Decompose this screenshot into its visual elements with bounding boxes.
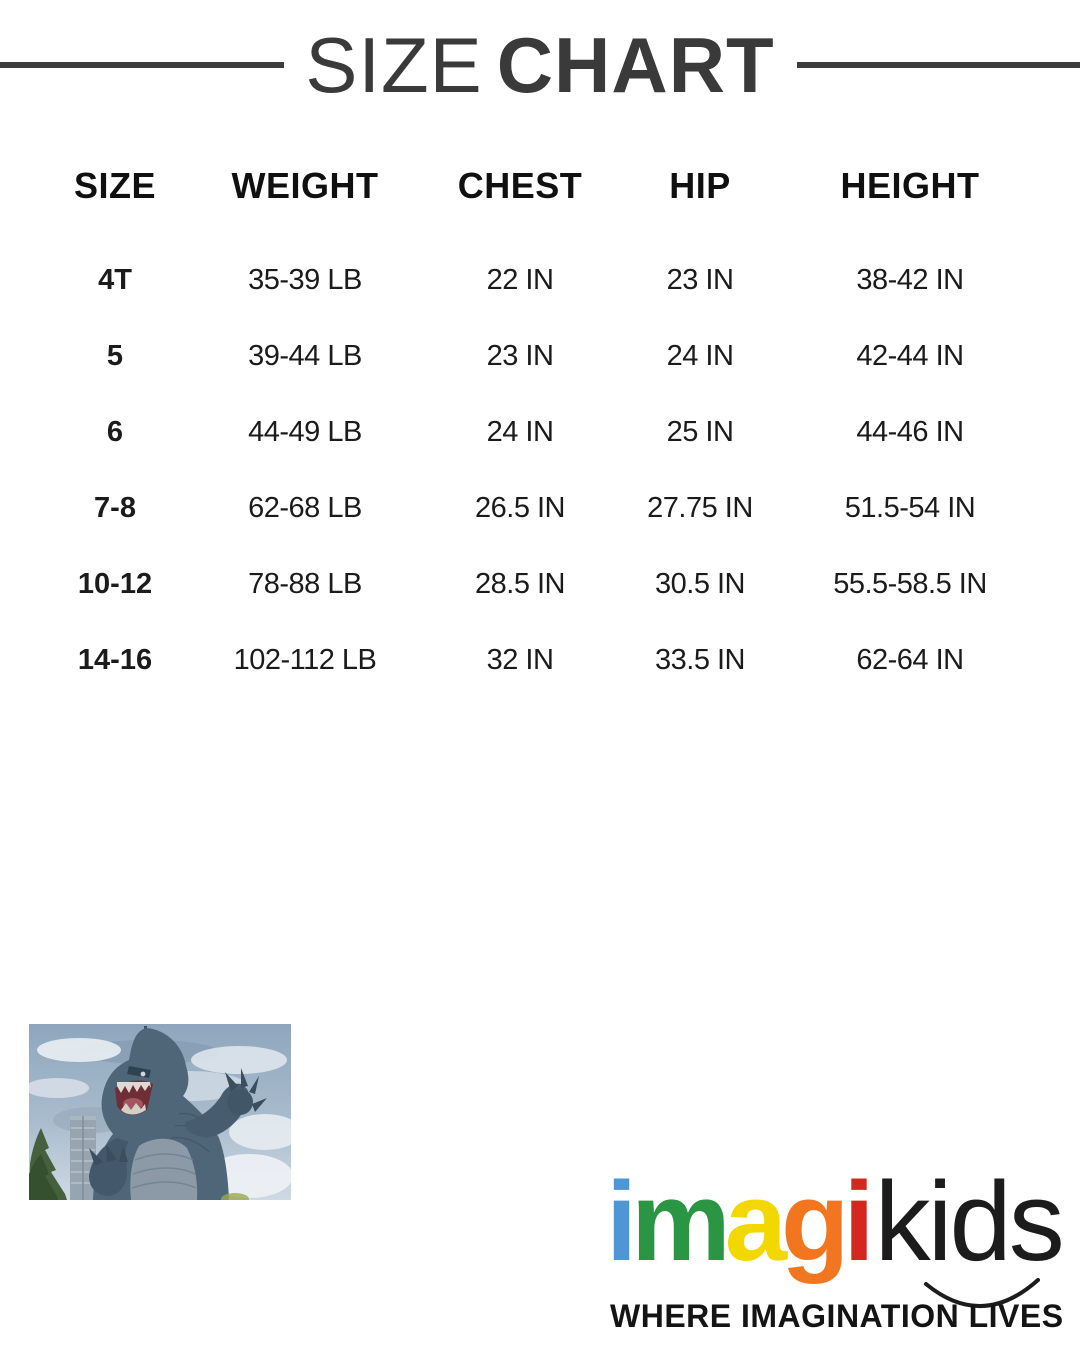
cell-height: 62-64 IN xyxy=(856,643,964,676)
cell-weight: 39-44 LB xyxy=(248,339,362,372)
table-body: 4T 35-39 LB 22 IN 23 IN 38-42 IN 5 39-44… xyxy=(40,242,1040,698)
column-header-weight: WEIGHT xyxy=(231,165,379,206)
cell-height: 42-44 IN xyxy=(856,339,964,372)
cell-height: 38-42 IN xyxy=(856,263,964,296)
cell-hip: 23 IN xyxy=(666,263,734,296)
cell-chest: 22 IN xyxy=(486,263,554,296)
table-row: 6 44-49 LB 24 IN 25 IN 44-46 IN xyxy=(40,394,1040,470)
cell-size: 6 xyxy=(106,415,124,448)
godzilla-statue-photo xyxy=(29,1024,291,1200)
cell-hip: 24 IN xyxy=(666,339,734,372)
brand-tagline: WHERE IMAGINATION LIVES xyxy=(610,1298,1064,1334)
page-title: SIZE CHART xyxy=(0,26,1080,104)
cell-chest: 24 IN xyxy=(486,415,554,448)
title-word-chart: CHART xyxy=(496,21,775,109)
logo-letter-i1: i xyxy=(606,1159,637,1284)
cell-height: 55.5-58.5 IN xyxy=(833,567,987,600)
column-header-height: HEIGHT xyxy=(840,165,980,206)
cell-chest: 32 IN xyxy=(486,643,554,676)
cell-weight: 102-112 LB xyxy=(233,643,377,676)
logo-letter-m: m xyxy=(631,1159,731,1284)
cell-hip: 30.5 IN xyxy=(655,567,746,600)
cell-size: 7-8 xyxy=(94,491,136,524)
cell-size: 10-12 xyxy=(77,567,153,600)
title-word-size: SIZE xyxy=(305,21,483,109)
brand-logo: imagikids WHERE IMAGINATION LIVES xyxy=(598,1166,1078,1350)
cell-chest: 26.5 IN xyxy=(475,491,566,524)
cell-chest: 23 IN xyxy=(486,339,554,372)
cell-size: 5 xyxy=(106,339,124,372)
smile-icon xyxy=(924,1278,1040,1308)
logo-letter-i2: i xyxy=(843,1159,874,1284)
logo-suffix-kids: kids xyxy=(874,1159,1065,1284)
title-rule-left xyxy=(0,62,284,68)
cell-weight: 35-39 LB xyxy=(248,263,362,296)
table-header-row: SIZE WEIGHT CHEST HIP HEIGHT xyxy=(40,160,1040,212)
cell-weight: 62-68 LB xyxy=(248,491,362,524)
cell-height: 44-46 IN xyxy=(856,415,964,448)
table-row: 7-8 62-68 LB 26.5 IN 27.75 IN 51.5-54 IN xyxy=(40,470,1040,546)
column-header-hip: HIP xyxy=(669,165,731,206)
cell-hip: 25 IN xyxy=(666,415,734,448)
cell-size: 14-16 xyxy=(77,643,153,676)
logo-letter-g: g xyxy=(781,1159,849,1284)
cell-hip: 33.5 IN xyxy=(655,643,746,676)
table-row: 4T 35-39 LB 22 IN 23 IN 38-42 IN xyxy=(40,242,1040,318)
cell-chest: 28.5 IN xyxy=(475,567,566,600)
table-row: 10-12 78-88 LB 28.5 IN 30.5 IN 55.5-58.5… xyxy=(40,546,1040,622)
cell-height: 51.5-54 IN xyxy=(844,491,976,524)
column-header-size: SIZE xyxy=(73,165,156,206)
table-row: 14-16 102-112 LB 32 IN 33.5 IN 62-64 IN xyxy=(40,622,1040,698)
cell-hip: 27.75 IN xyxy=(647,491,753,524)
cell-weight: 78-88 LB xyxy=(248,567,362,600)
cell-weight: 44-49 LB xyxy=(248,415,362,448)
godzilla-statue-illustration xyxy=(29,1024,291,1200)
size-table: SIZE WEIGHT CHEST HIP HEIGHT 4T 35-39 LB… xyxy=(40,160,1040,698)
table-row: 5 39-44 LB 23 IN 24 IN 42-44 IN xyxy=(40,318,1040,394)
title-rule-right xyxy=(797,62,1080,68)
logo-letter-a: a xyxy=(724,1159,787,1284)
cell-size: 4T xyxy=(98,263,132,296)
brand-wordmark: imagikids xyxy=(606,1166,1065,1278)
column-header-chest: CHEST xyxy=(457,165,583,206)
